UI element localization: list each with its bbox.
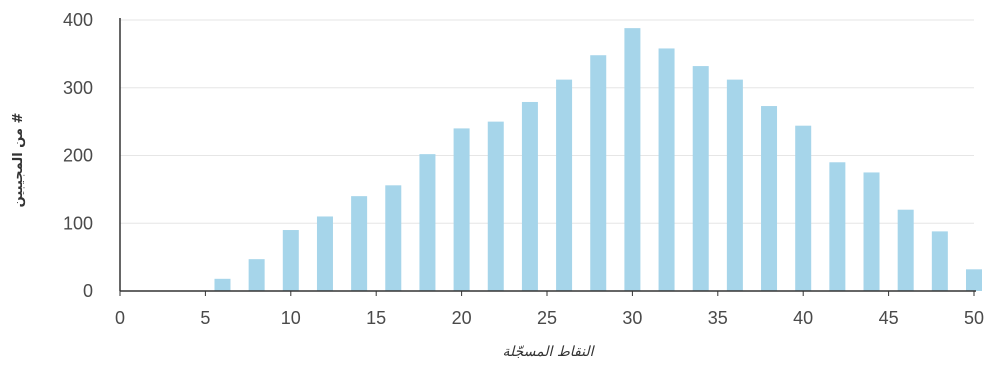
x-tick-label: 10 (281, 308, 301, 328)
bar (214, 278, 231, 291)
x-tick-label: 20 (452, 308, 472, 328)
y-tick-label: 100 (63, 213, 93, 233)
x-tick-label: 50 (964, 308, 984, 328)
y-axis-title: # من المجيبين (11, 113, 26, 208)
bar (761, 106, 778, 291)
bar (726, 79, 743, 292)
x-tick-label: 40 (793, 308, 813, 328)
bar (658, 48, 675, 291)
bar (248, 259, 265, 291)
bar (897, 209, 914, 291)
x-tick-label: 30 (622, 308, 642, 328)
bar (590, 55, 607, 292)
bar (863, 172, 880, 291)
bars (214, 28, 982, 292)
bar (316, 216, 333, 291)
y-tick-label: 0 (83, 281, 93, 301)
y-tick-label: 300 (63, 78, 93, 98)
x-tick-label: 25 (537, 308, 557, 328)
bar (453, 128, 470, 291)
y-tick-label: 200 (63, 146, 93, 166)
bar (829, 162, 846, 291)
bar (351, 196, 368, 291)
bar (795, 125, 812, 291)
y-tick-labels: 0 100 200 300 400 (63, 10, 93, 301)
bar (692, 66, 709, 291)
gridlines (120, 19, 974, 224)
bar (419, 154, 436, 291)
bar (966, 269, 982, 291)
bar (521, 101, 538, 291)
x-tick-label: 35 (708, 308, 728, 328)
x-tick-labels: 0 5 10 15 20 25 30 35 40 45 50 (115, 308, 984, 328)
axes (119, 18, 976, 296)
bar (931, 231, 948, 291)
bar (282, 230, 299, 291)
x-tick-label: 5 (200, 308, 210, 328)
x-tick-label: 45 (879, 308, 899, 328)
bar (385, 185, 402, 291)
x-tick-label: 15 (366, 308, 386, 328)
bar (624, 28, 641, 291)
bar (556, 79, 573, 292)
bar (487, 121, 504, 291)
y-tick-label: 400 (63, 10, 93, 30)
x-tick-label: 0 (115, 308, 125, 328)
x-axis-title: النقاط المسجّلة (502, 344, 595, 360)
